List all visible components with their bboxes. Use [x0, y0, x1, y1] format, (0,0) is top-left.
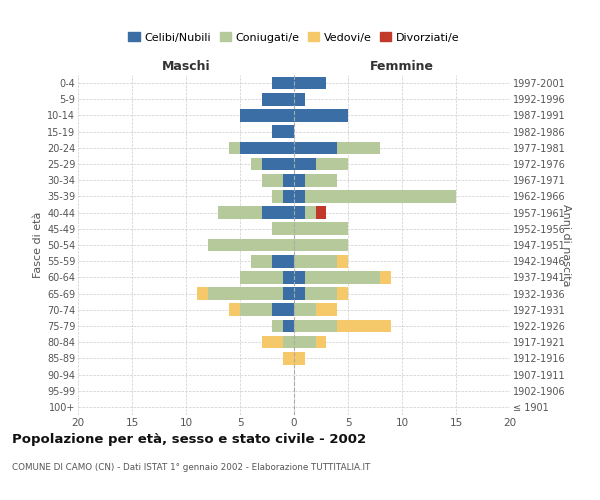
- Bar: [316, 206, 326, 219]
- Bar: [262, 93, 294, 106]
- Bar: [240, 142, 294, 154]
- Bar: [240, 271, 283, 283]
- Bar: [294, 174, 305, 186]
- Bar: [283, 190, 294, 202]
- Bar: [283, 352, 294, 364]
- Bar: [294, 142, 337, 154]
- Bar: [272, 77, 294, 90]
- Bar: [316, 336, 326, 348]
- Text: Popolazione per età, sesso e stato civile - 2002: Popolazione per età, sesso e stato civil…: [12, 432, 366, 446]
- Bar: [262, 174, 283, 186]
- Bar: [294, 190, 305, 202]
- Bar: [294, 77, 326, 90]
- Bar: [251, 158, 262, 170]
- Bar: [240, 109, 294, 122]
- Bar: [272, 304, 294, 316]
- Bar: [294, 304, 316, 316]
- Bar: [294, 352, 305, 364]
- Text: COMUNE DI CAMO (CN) - Dati ISTAT 1° gennaio 2002 - Elaborazione TUTTITALIA.IT: COMUNE DI CAMO (CN) - Dati ISTAT 1° genn…: [12, 462, 370, 471]
- Bar: [305, 174, 337, 186]
- Y-axis label: Fasce di età: Fasce di età: [32, 212, 43, 278]
- Bar: [294, 336, 316, 348]
- Bar: [197, 288, 208, 300]
- Bar: [380, 271, 391, 283]
- Bar: [294, 255, 337, 268]
- Bar: [294, 158, 316, 170]
- Bar: [272, 126, 294, 138]
- Bar: [294, 109, 348, 122]
- Bar: [294, 288, 305, 300]
- Bar: [337, 255, 348, 268]
- Bar: [272, 255, 294, 268]
- Bar: [262, 158, 294, 170]
- Bar: [316, 158, 348, 170]
- Bar: [305, 288, 337, 300]
- Bar: [262, 206, 294, 219]
- Bar: [283, 174, 294, 186]
- Bar: [240, 304, 272, 316]
- Bar: [208, 238, 294, 252]
- Bar: [283, 320, 294, 332]
- Legend: Celibi/Nubili, Coniugati/e, Vedovi/e, Divorziati/e: Celibi/Nubili, Coniugati/e, Vedovi/e, Di…: [124, 28, 464, 47]
- Bar: [337, 142, 380, 154]
- Bar: [305, 206, 316, 219]
- Bar: [251, 255, 272, 268]
- Bar: [229, 142, 240, 154]
- Bar: [294, 271, 305, 283]
- Bar: [272, 190, 283, 202]
- Bar: [316, 304, 337, 316]
- Text: Maschi: Maschi: [161, 60, 211, 72]
- Bar: [272, 320, 283, 332]
- Bar: [305, 271, 380, 283]
- Bar: [337, 288, 348, 300]
- Bar: [337, 320, 391, 332]
- Bar: [305, 190, 456, 202]
- Bar: [294, 320, 337, 332]
- Bar: [218, 206, 262, 219]
- Bar: [262, 336, 283, 348]
- Bar: [294, 93, 305, 106]
- Bar: [283, 336, 294, 348]
- Bar: [294, 222, 348, 235]
- Bar: [283, 271, 294, 283]
- Text: Femmine: Femmine: [370, 60, 434, 72]
- Y-axis label: Anni di nascita: Anni di nascita: [561, 204, 571, 286]
- Bar: [294, 238, 348, 252]
- Bar: [294, 206, 305, 219]
- Bar: [229, 304, 240, 316]
- Bar: [283, 288, 294, 300]
- Bar: [208, 288, 283, 300]
- Bar: [272, 222, 294, 235]
